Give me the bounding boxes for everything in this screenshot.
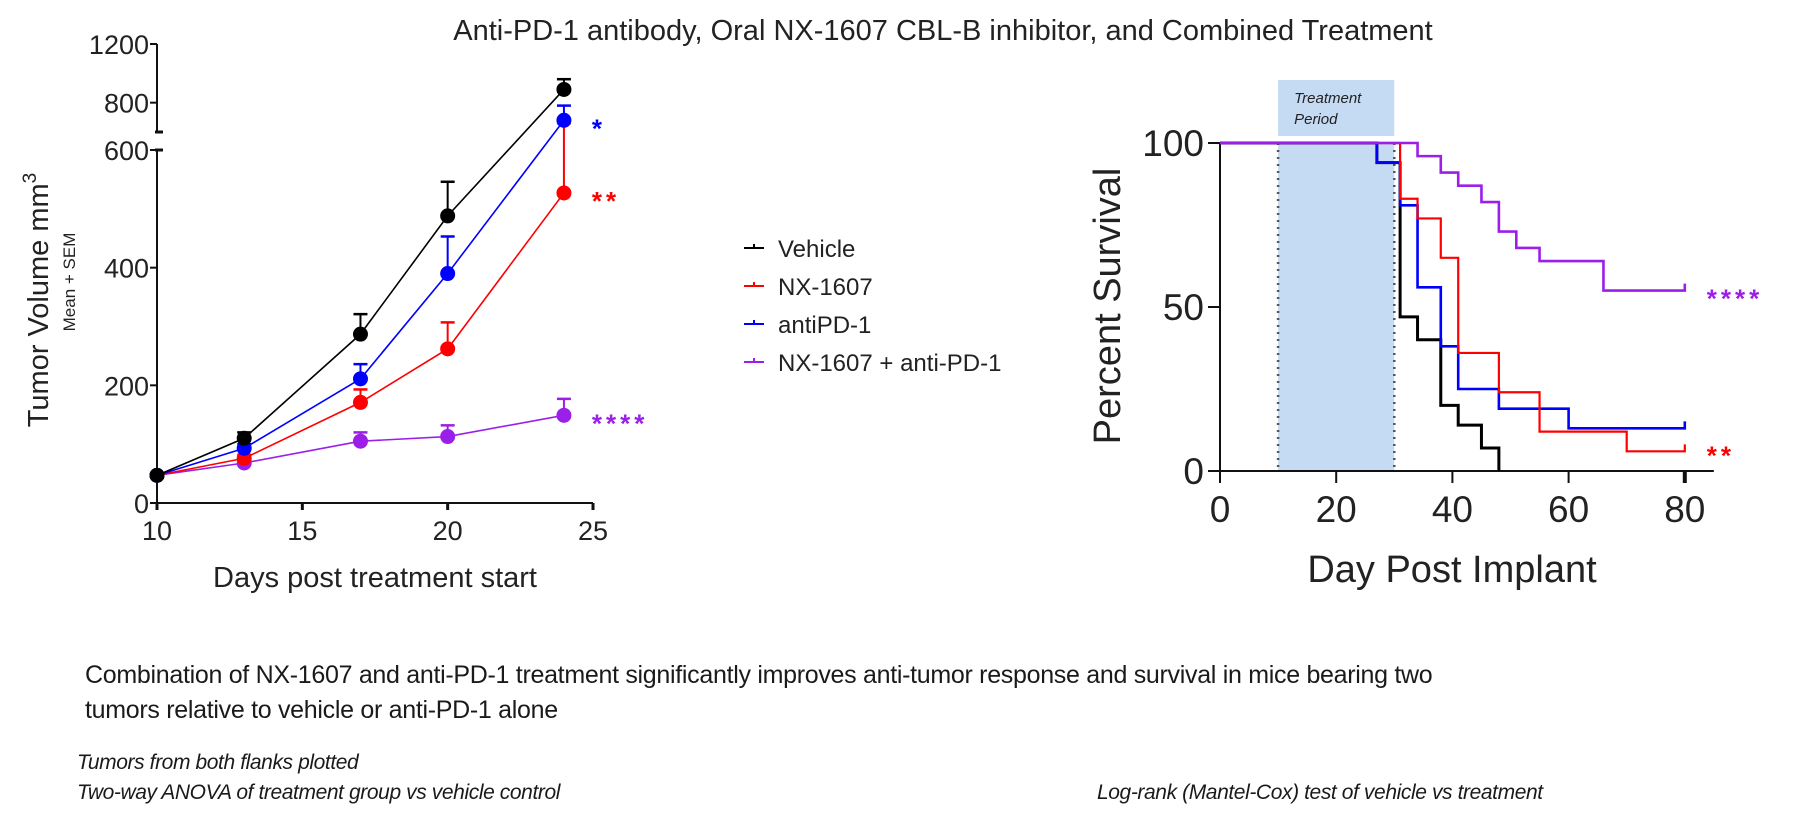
right-x-tick-label: 60 <box>1548 489 1589 530</box>
left-footnote: Tumors from both flanks plotted Two-way … <box>77 748 560 808</box>
data-point <box>440 429 456 445</box>
series-line-antipd-1 <box>156 119 565 477</box>
data-point <box>352 433 368 449</box>
left-y-axis-sublabel: Mean + SEM <box>60 233 79 332</box>
data-point <box>352 394 368 410</box>
legend-label: antiPD-1 <box>778 312 871 339</box>
right-x-tick-label: 40 <box>1432 489 1473 530</box>
data-point <box>556 185 572 201</box>
right-y-tick-label: 50 <box>1163 287 1204 328</box>
treatment-period-label: Period <box>1294 111 1338 128</box>
significance-label: ** <box>1707 440 1735 470</box>
left-y-tick-label: 200 <box>104 371 149 401</box>
data-point <box>556 81 572 97</box>
survival-curve-antipd-1 <box>1220 141 1687 430</box>
survival-curve-nx-1607-anti-pd-1 <box>1220 141 1687 292</box>
legend-item: antiPD-1 <box>744 312 871 339</box>
series-line-vehicle <box>156 88 565 477</box>
significance-label: ** <box>592 186 620 216</box>
data-point <box>440 266 456 282</box>
legend-item: NX-1607 + anti-PD-1 <box>744 350 1001 377</box>
data-point <box>352 371 368 387</box>
left-x-tick-label: 20 <box>433 516 463 546</box>
left-axes: 10 15 20 25 0 200 400 600 800 1200 <box>89 30 608 546</box>
main-caption-line-1: Combination of NX-1607 and anti-PD-1 tre… <box>85 661 1433 689</box>
left-x-tick-label: 15 <box>287 516 317 546</box>
left-y-tick-label: 0 <box>134 489 149 519</box>
right-x-axis-label: Day Post Implant <box>1307 549 1597 591</box>
left-x-axis-label: Days post treatment start <box>213 562 537 594</box>
treatment-period-label: Treatment <box>1294 90 1362 107</box>
left-y-tick-label: 600 <box>104 136 149 166</box>
legend-item: Vehicle <box>744 236 855 263</box>
legend-label: NX-1607 + anti-PD-1 <box>778 350 1001 377</box>
svg-text:Tumor Volume mm3: Tumor Volume mm3 <box>20 173 55 427</box>
data-point <box>236 430 252 446</box>
right-axes: 0 20 40 60 80 0 50 100 <box>1142 123 1714 530</box>
main-caption: Combination of NX-1607 and anti-PD-1 tre… <box>85 658 1775 728</box>
survival-curve-nx-1607 <box>1220 141 1686 453</box>
right-y-tick-label: 0 <box>1183 451 1204 492</box>
left-y-tick-label: 400 <box>104 254 149 284</box>
right-x-tick-label: 20 <box>1316 489 1357 530</box>
right-y-axis-label: Percent Survival <box>1087 168 1129 445</box>
significance-label: **** <box>1707 284 1763 314</box>
data-point <box>440 208 456 224</box>
data-point <box>352 326 368 342</box>
treatment-period-band <box>1278 143 1395 471</box>
main-caption-line-2: tumors relative to vehicle or anti-PD-1 … <box>85 696 558 724</box>
right-footnote: Log-rank (Mantel-Cox) test of vehicle vs… <box>1097 781 1543 804</box>
legend: Vehicle NX-1607 antiPD-1 NX-1607 + anti-PD-… <box>744 236 1001 377</box>
left-x-tick-label: 10 <box>142 516 172 546</box>
left-y-tick-label: 800 <box>104 89 149 119</box>
left-footnote-line-2: Two-way ANOVA of treatment group vs vehi… <box>77 781 561 804</box>
left-series: ******* <box>149 77 648 483</box>
right-x-tick-label: 80 <box>1664 489 1705 530</box>
significance-label: * <box>592 113 606 143</box>
left-x-tick-label: 25 <box>578 516 608 546</box>
left-y-tick-label: 1200 <box>89 30 149 60</box>
legend-label: Vehicle <box>778 236 855 263</box>
left-y-axis-label-group: Tumor Volume mm3 <box>20 173 55 427</box>
legend-label: NX-1607 <box>778 274 873 301</box>
data-point <box>440 341 456 357</box>
treatment-period-label-box <box>1278 80 1395 136</box>
data-point <box>556 407 572 423</box>
right-x-tick-label: 0 <box>1210 489 1231 530</box>
right-series: ****** <box>1220 141 1763 471</box>
legend-item: NX-1607 <box>744 274 873 301</box>
data-point <box>149 467 165 483</box>
left-y-axis-superscript: 3 <box>20 173 41 184</box>
left-y-axis-label: Tumor Volume mm <box>23 183 55 427</box>
left-footnote-line-1: Tumors from both flanks plotted <box>77 751 359 774</box>
significance-label: **** <box>592 408 648 438</box>
data-point <box>556 112 572 128</box>
treatment-period-shading: Treatment Period <box>1276 80 1396 471</box>
right-y-tick-label: 100 <box>1142 123 1204 164</box>
figure-title: Anti-PD-1 antibody, Oral NX-1607 CBL-B i… <box>453 15 1433 47</box>
